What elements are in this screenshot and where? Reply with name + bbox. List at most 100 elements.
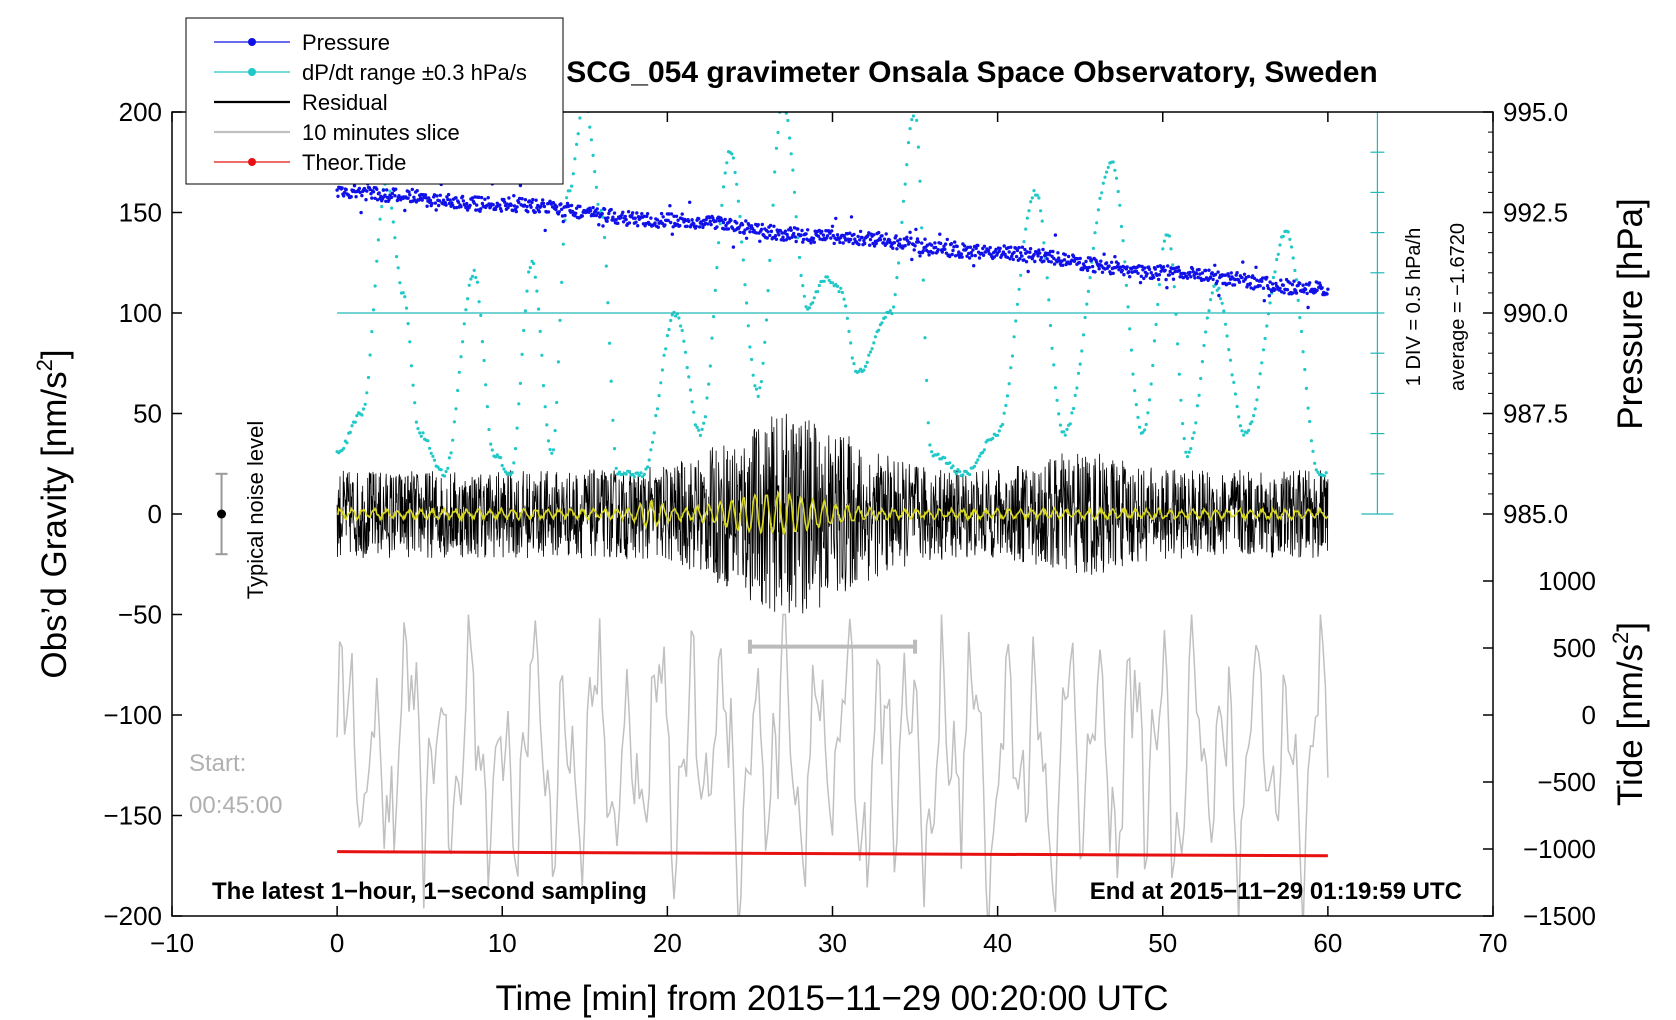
dpdt-point xyxy=(816,290,820,294)
pressure-point xyxy=(536,203,540,208)
dpdt-point xyxy=(1209,298,1213,302)
dpdt-point xyxy=(603,235,607,240)
pressure-point xyxy=(831,233,835,238)
dpdt-point xyxy=(1103,175,1107,179)
pressure-point xyxy=(390,191,395,196)
pressure-point xyxy=(934,245,938,250)
dpdt-point xyxy=(1052,363,1056,367)
x-tick-label: 50 xyxy=(1148,928,1177,958)
pressure-point xyxy=(602,207,607,211)
dpdt-point xyxy=(568,189,572,193)
dpdt-point xyxy=(1263,336,1267,341)
pressure-point xyxy=(968,245,973,249)
dpdt-point xyxy=(467,283,471,287)
dpdt-point xyxy=(662,353,666,357)
dpdt-point xyxy=(1237,415,1241,419)
dpdt-point xyxy=(905,163,909,167)
dpdt-point xyxy=(842,297,846,301)
dpdt-point xyxy=(1278,243,1282,247)
pressure-point xyxy=(714,219,718,223)
dpdt-point xyxy=(480,340,484,344)
dpdt-point xyxy=(1024,227,1028,231)
pressure-point xyxy=(541,201,546,206)
dpdt-point xyxy=(926,421,930,425)
pressure-point xyxy=(354,195,358,199)
dpdt-point xyxy=(350,424,354,428)
dpdt-point xyxy=(731,156,736,160)
dpdt-point xyxy=(1253,407,1257,411)
plot-data xyxy=(215,112,1394,916)
dpdt-point xyxy=(685,366,689,370)
dpdt-point xyxy=(1195,404,1199,408)
dpdt-point xyxy=(1088,276,1092,280)
dpdt-point xyxy=(669,318,673,323)
dpdt-point xyxy=(859,367,863,371)
dpdt-point xyxy=(1179,398,1183,402)
y-axis-label-close: ] xyxy=(35,349,74,359)
pressure-point xyxy=(379,194,383,198)
pressure-point xyxy=(849,215,854,219)
pressure-point xyxy=(357,186,362,191)
pressure-point xyxy=(816,234,821,238)
pressure-point xyxy=(565,201,570,206)
pressure-point xyxy=(364,198,368,202)
pressure-point xyxy=(1193,276,1197,280)
dpdt-point xyxy=(870,347,874,351)
pressure-point xyxy=(690,218,694,222)
pressure-point xyxy=(636,224,640,228)
dpdt-point xyxy=(1085,302,1089,306)
pressure-point xyxy=(731,245,736,249)
dpdt-point xyxy=(1187,450,1191,454)
dpdt-point xyxy=(1083,315,1087,320)
pressure-point xyxy=(738,230,742,235)
pressure-point xyxy=(1019,254,1024,258)
dpdt-point xyxy=(527,270,531,274)
dpdt-point xyxy=(1105,170,1109,174)
dpdt-point xyxy=(388,189,392,193)
dpdt-point xyxy=(459,355,463,359)
dpdt-point xyxy=(936,452,940,456)
pressure-point xyxy=(858,238,862,242)
pressure-point xyxy=(607,211,611,216)
dpdt-point xyxy=(479,313,483,317)
pressure-point xyxy=(936,248,940,252)
pressure-point xyxy=(541,198,545,202)
pressure-point xyxy=(1053,233,1058,237)
dpdt-point xyxy=(1199,376,1203,381)
pressure-point xyxy=(415,189,419,193)
pressure-point xyxy=(499,209,504,213)
dpdt-point xyxy=(499,456,503,460)
pressure-point xyxy=(1291,291,1295,295)
dpdt-point xyxy=(1189,447,1193,451)
pressure-point xyxy=(820,229,824,234)
pressure-point xyxy=(649,216,653,220)
pressure-point xyxy=(1274,281,1278,286)
dpdt-point xyxy=(373,284,377,288)
pressure-point xyxy=(438,193,442,197)
dpdt-point xyxy=(1255,398,1259,402)
dpdt-point xyxy=(991,436,995,440)
pressure-point xyxy=(633,216,637,220)
pressure-point xyxy=(1200,271,1205,275)
dpdt-point xyxy=(766,289,770,293)
pressure-point xyxy=(1278,286,1282,291)
dpdt-point xyxy=(659,381,663,385)
legend-marker xyxy=(248,158,256,166)
pressure-point xyxy=(1020,245,1025,249)
dpdt-point xyxy=(1133,389,1137,393)
dpdt-point xyxy=(736,199,741,203)
pressure-point xyxy=(769,229,774,233)
pressure-axis-label: Pressure [hPa] xyxy=(1611,198,1650,430)
y-tick-label: 0 xyxy=(148,499,162,529)
dpdt-point xyxy=(695,425,699,429)
dpdt-point xyxy=(1086,289,1090,293)
pressure-point xyxy=(1039,255,1044,260)
dpdt-point xyxy=(1124,283,1128,287)
pressure-point xyxy=(1153,267,1158,271)
pressure-point xyxy=(1018,257,1022,261)
pressure-point xyxy=(1204,268,1208,273)
pressure-point xyxy=(1049,260,1054,264)
pressure-tick-label: 985.0 xyxy=(1503,499,1568,529)
pressure-point xyxy=(841,241,845,245)
dpdt-point xyxy=(723,171,727,175)
